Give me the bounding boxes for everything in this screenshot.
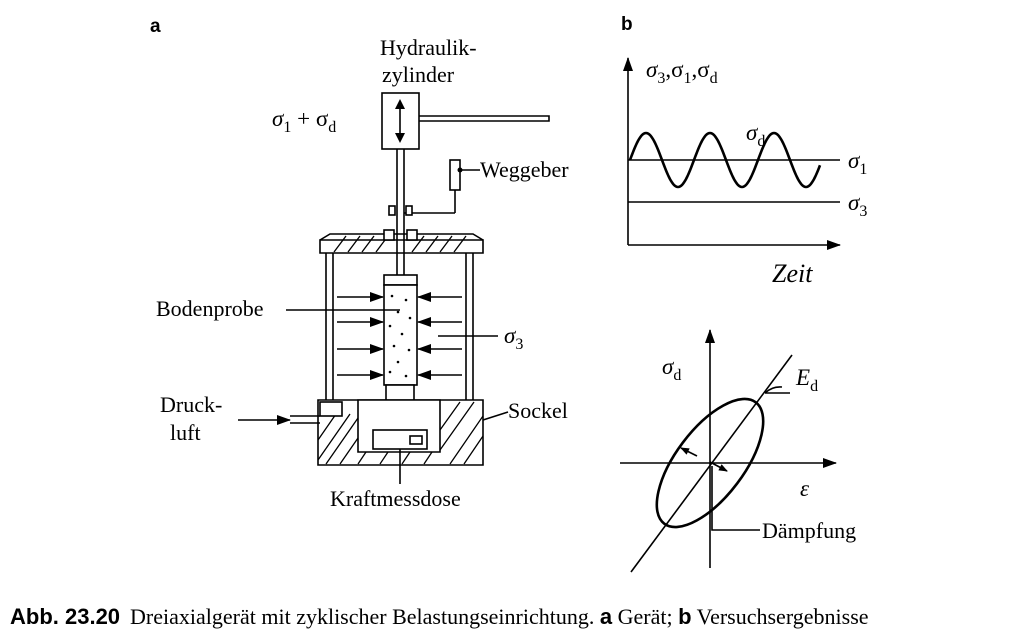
top-cap-hatching [333,235,467,253]
panel-a-label: a [150,16,161,37]
cell-top-bevel [319,233,484,241]
transducer-dot [457,167,463,173]
specimen-top-cap [383,274,418,286]
sigma-d-cyclic-curve [628,131,822,189]
damping-leader [711,466,760,531]
sigma3-label: σ3 [504,323,523,353]
cell-wall-right [465,253,474,400]
specimen-grains [388,294,412,378]
soil-specimen [383,284,418,386]
weggeber-label: Weggeber [480,157,569,182]
modulus-label: Ed [795,365,818,395]
druckluft-label-line1: Druck- [160,392,222,417]
frame-beam [419,115,550,122]
time-plot-x-label: Zeit [772,259,813,288]
caption-b: b [678,604,692,629]
damping-label: Dämpfung [762,518,856,543]
pressure-arrows-left [337,292,384,380]
sigma1-level-label: σ1 [848,148,867,178]
displacement-transducer [449,159,461,191]
clamp-left [388,205,396,216]
air-pipe [290,415,320,424]
time-plot-y-label: σ3,σ1,σd [646,57,718,87]
druckluft-label-line2: luft [170,420,201,445]
panel-c-hysteresis-plot: σd ε Ed Dämpfung [620,329,856,573]
cylinder-arrow-down-icon [395,133,405,143]
load-label: σ1 + σd [272,106,336,136]
sigma-d-curve-label: σd [746,120,765,150]
cylinder-label-line1: Hydraulik- [380,35,477,60]
damping-arrow-right [709,461,728,472]
figure-caption: Abb. 23.20 Dreiaxialgerät mit zyklischer … [10,604,1000,630]
caption-a: a [599,604,613,629]
socket-hatching [317,401,484,465]
hysteresis-x-label: ε [800,476,810,501]
kraftmessdose-label: Kraftmessdose [330,486,461,511]
bodenprobe-label: Bodenprobe [156,296,264,321]
sockel-label: Sockel [508,398,568,423]
panel-a-apparatus: a Hydraulik- zylinder σ1 + σd Weggeber [150,16,569,511]
seal-right [406,229,418,241]
seal-left [383,229,395,241]
clamp-right [405,205,413,216]
load-cell-sensor [409,435,423,445]
panel-b-time-plot: b σ3,σ1,σd Zeit σd σ1 σ3 [621,14,867,288]
caption-label: Abb. 23.20 [10,604,121,629]
cylinder-label-line2: zylinder [382,62,455,87]
caption-text-b: Versuchsergebnisse [691,604,869,629]
sockel-leader [482,411,509,421]
pressure-arrows-right [417,292,462,380]
caption-text-a: Gerät; [612,604,679,629]
hysteresis-loop [655,397,765,529]
panel-b-label: b [621,14,633,35]
caption-text: Dreiaxialgerät mit zyklischer Belastungs… [130,604,600,629]
sigma3-level-label: σ3 [848,190,867,220]
damping-arrow-left [680,447,698,457]
air-inlet-block [319,401,343,417]
cylinder-arrow-up-icon [395,99,405,109]
cell-top-cap [319,239,484,254]
cell-wall-left [325,253,334,400]
hysteresis-y-label: σd [662,354,681,384]
